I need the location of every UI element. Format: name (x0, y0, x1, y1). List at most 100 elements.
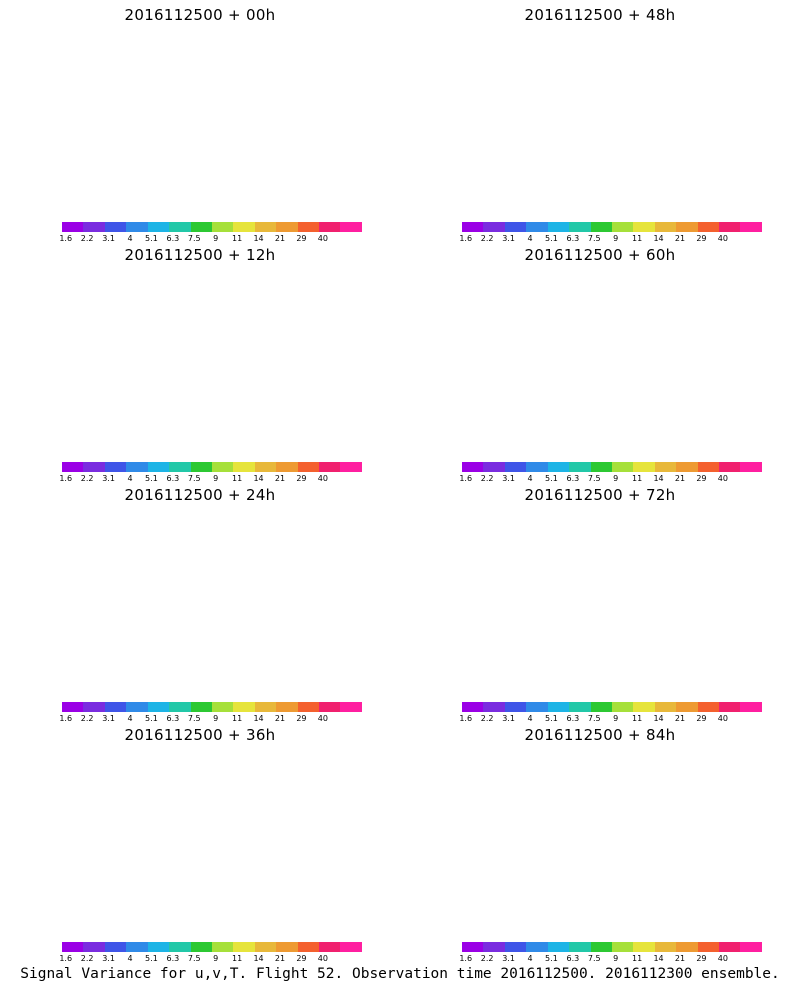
variance-blob (599, 390, 668, 442)
variance-blob (557, 641, 580, 659)
variance-blob (326, 303, 365, 332)
graticule-line (435, 522, 510, 652)
colorbar-label: 3.1 (102, 714, 115, 723)
variance-blob (450, 844, 493, 876)
variance-blob (638, 280, 735, 353)
variance-blob (732, 149, 759, 170)
variance-blob (716, 756, 782, 800)
masked-area (178, 549, 197, 574)
variance-blob (92, 762, 141, 798)
variance-blob (427, 356, 464, 384)
colorbar-label: 14 (253, 714, 264, 723)
colorbar-swatch (526, 222, 548, 232)
colorbar-swatch (211, 702, 234, 712)
colorbar-swatch (483, 942, 505, 952)
variance-blob (21, 559, 80, 603)
colorbar-swatch (233, 462, 255, 472)
variance-blob (276, 341, 301, 360)
variance-blob (425, 165, 501, 206)
panel-title: 2016112500 + 12h (124, 246, 276, 264)
variance-blob (594, 567, 666, 621)
colorbar-label: 9 (213, 474, 219, 483)
variance-blob (28, 336, 60, 360)
variance-blob (44, 892, 113, 926)
variance-blob (530, 387, 574, 420)
colorbar-label: 4 (527, 714, 533, 723)
variance-blob (590, 833, 621, 856)
colorbar-label: 5.1 (145, 474, 158, 483)
colorbar-swatch (526, 462, 548, 472)
variance-blob (327, 119, 375, 155)
variance-blob (138, 518, 202, 566)
colorbar-swatch (740, 462, 762, 472)
colorbar-swatch (211, 942, 234, 952)
variance-blob (18, 124, 48, 148)
variance-blob (157, 894, 210, 926)
variance-blob (63, 789, 84, 804)
variance-blob (19, 281, 69, 319)
variance-blob (538, 781, 587, 818)
variance-blob (194, 381, 252, 424)
variance-blob (507, 380, 583, 437)
masked-area (248, 363, 273, 394)
colorbar-label: 14 (653, 474, 664, 483)
variance-blob (80, 543, 146, 593)
colorbar-swatch (104, 702, 127, 712)
variance-blob (314, 411, 346, 435)
colorbar-swatch (526, 702, 548, 712)
variance-blob (211, 516, 271, 558)
variance-blob (620, 775, 654, 800)
graticule-line (115, 60, 154, 205)
colorbar-label: 3.1 (502, 954, 515, 963)
variance-blob (418, 571, 516, 644)
colorbar-swatch (547, 222, 570, 232)
graticule-line (290, 42, 365, 172)
variance-blob (497, 283, 542, 317)
variance-blob (84, 880, 104, 895)
variance-blob (708, 578, 748, 608)
colorbar-swatch (676, 702, 698, 712)
variance-blob (418, 168, 478, 206)
variance-blob (455, 73, 499, 106)
colorbar-label: 5.1 (545, 234, 558, 243)
graticule-line (515, 300, 554, 445)
colorbar-label: 29 (296, 234, 307, 243)
variance-blob (613, 542, 657, 575)
variance-blob (582, 768, 627, 802)
map-panel-24h: 2016112500 + 24h 1.6 2.2 3.1 4 5.1 6.3 7.5 9 11 14… (0, 480, 400, 723)
variance-blob (528, 831, 564, 858)
polar-fan-map (418, 756, 782, 926)
variance-blob (720, 797, 747, 817)
variance-blob (571, 583, 632, 628)
variance-blob (695, 371, 761, 421)
variance-blob (658, 578, 736, 637)
colorbar-label: 11 (632, 234, 643, 243)
variance-blob (497, 521, 600, 598)
colorbar-label: 1.6 (459, 954, 473, 963)
variance-blob (641, 414, 696, 446)
variance-blob (205, 79, 235, 102)
colorbar-swatch (319, 942, 341, 952)
variance-blob (679, 73, 747, 124)
variance-blob (202, 99, 223, 115)
variance-blob (292, 766, 336, 799)
variance-blob (503, 371, 566, 418)
colorbar-swatch (233, 942, 255, 952)
colorbar-swatch (254, 462, 277, 472)
variance-blob (263, 103, 297, 129)
variance-blob (293, 116, 328, 142)
variance-blob (123, 898, 159, 925)
variance-blob (217, 89, 270, 129)
variance-blob (716, 610, 782, 681)
variance-blob (595, 36, 652, 76)
colorbar-label: 6.3 (166, 714, 180, 723)
variance-blob (233, 408, 278, 442)
variance-blob (25, 321, 53, 342)
variance-blob (217, 605, 243, 625)
variance-blob (225, 869, 291, 918)
colorbar-swatch (319, 462, 341, 472)
variance-blob (18, 533, 67, 572)
variance-blob (113, 631, 152, 660)
variance-blob (86, 411, 115, 433)
variance-blob (688, 406, 741, 446)
